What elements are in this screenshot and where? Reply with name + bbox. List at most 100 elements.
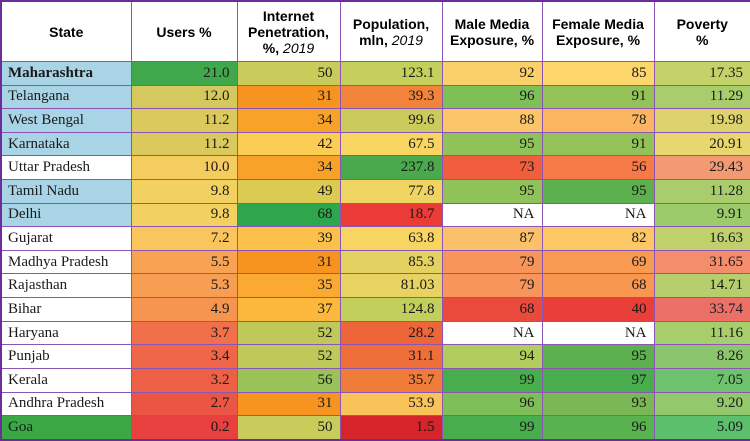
state-name-cell: Madhya Pradesh <box>0 249 132 275</box>
column-header-line: %, 2019 <box>262 39 315 56</box>
internet-penetration-cell: 31 <box>236 391 341 417</box>
column-header-internet-penetration: Internet Penetration,%, 2019 <box>236 0 341 62</box>
state-name-cell: Rajasthan <box>0 273 132 299</box>
internet-penetration-cell: 56 <box>236 367 341 393</box>
poverty-cell: 31.65 <box>653 249 750 275</box>
male-media-exposure-cell: 68 <box>441 297 543 322</box>
male-media-exposure-cell: 95 <box>441 131 543 157</box>
column-header-line: Exposure, % <box>449 31 535 48</box>
column-header-line: % <box>696 31 709 48</box>
column-header-line: Poverty <box>676 15 728 32</box>
users-cell: 7.2 <box>130 226 238 251</box>
column-header-line: Users % <box>156 23 212 40</box>
column-header-line: mln, 2019 <box>359 31 423 48</box>
users-cell: 9.8 <box>130 179 238 204</box>
table-row: Uttar Pradesh 10.0 34 237.8 73 56 29.43 <box>0 155 750 181</box>
table-row: Goa 0.2 50 1.5 99 96 5.09 <box>0 415 750 441</box>
column-header-male-media-exposure: Male Media Exposure, % <box>441 0 543 62</box>
state-name-cell: Tamil Nadu <box>0 179 132 204</box>
internet-penetration-cell: 35 <box>236 273 341 299</box>
table-row: Haryana 3.7 52 28.2 NA NA 11.16 <box>0 320 750 346</box>
population-cell: 99.6 <box>339 108 443 133</box>
users-cell: 21.0 <box>130 61 238 86</box>
population-cell: 67.5 <box>339 131 443 157</box>
users-cell: 3.7 <box>130 320 238 346</box>
male-media-exposure-cell: 92 <box>441 61 543 86</box>
header-row: State Users % Internet Penetration,%, 2019 P… <box>0 0 750 62</box>
male-media-exposure-cell: 73 <box>441 155 543 181</box>
column-header-population: Population, mln, 2019 <box>339 0 443 62</box>
table-row: Telangana 12.0 31 39.3 96 91 11.29 <box>0 84 750 110</box>
state-name-cell: Punjab <box>0 344 132 369</box>
column-header-year: 2019 <box>283 39 315 56</box>
column-header-line: Male Media <box>454 15 530 32</box>
population-cell: 81.03 <box>339 273 443 299</box>
female-media-exposure-cell: 91 <box>541 84 655 110</box>
internet-penetration-cell: 34 <box>236 155 341 181</box>
poverty-cell: 11.16 <box>653 320 750 346</box>
users-cell: 5.5 <box>130 249 238 275</box>
female-media-exposure-cell: 56 <box>541 155 655 181</box>
male-media-exposure-cell: 96 <box>441 391 543 417</box>
male-media-exposure-cell: 99 <box>441 415 543 441</box>
female-media-exposure-cell: 97 <box>541 367 655 393</box>
female-media-exposure-cell: 85 <box>541 61 655 86</box>
population-cell: 18.7 <box>339 202 443 228</box>
state-name-cell: Bihar <box>0 297 132 322</box>
table-row: Madhya Pradesh 5.5 31 85.3 79 69 31.65 <box>0 249 750 275</box>
poverty-cell: 14.71 <box>653 273 750 299</box>
female-media-exposure-cell: 93 <box>541 391 655 417</box>
male-media-exposure-cell: NA <box>441 320 543 346</box>
female-media-exposure-cell: 95 <box>541 344 655 369</box>
internet-penetration-cell: 37 <box>236 297 341 322</box>
male-media-exposure-cell: 87 <box>441 226 543 251</box>
column-header-line: Female Media <box>552 15 644 32</box>
female-media-exposure-cell: 40 <box>541 297 655 322</box>
poverty-cell: 7.05 <box>653 367 750 393</box>
population-cell: 123.1 <box>339 61 443 86</box>
internet-penetration-cell: 52 <box>236 320 341 346</box>
population-cell: 63.8 <box>339 226 443 251</box>
female-media-exposure-cell: 69 <box>541 249 655 275</box>
population-cell: 85.3 <box>339 249 443 275</box>
population-cell: 39.3 <box>339 84 443 110</box>
male-media-exposure-cell: 79 <box>441 249 543 275</box>
table-row: Andhra Pradesh 2.7 31 53.9 96 93 9.20 <box>0 391 750 417</box>
users-cell: 9.8 <box>130 202 238 228</box>
poverty-cell: 11.29 <box>653 84 750 110</box>
state-name-cell: Kerala <box>0 367 132 393</box>
column-header-year: 2019 <box>391 31 423 48</box>
poverty-cell: 5.09 <box>653 415 750 441</box>
column-header-line: Population, <box>352 15 430 32</box>
male-media-exposure-cell: NA <box>441 202 543 228</box>
poverty-cell: 19.98 <box>653 108 750 133</box>
male-media-exposure-cell: 99 <box>441 367 543 393</box>
state-name-cell: Maharashtra <box>0 61 132 86</box>
male-media-exposure-cell: 79 <box>441 273 543 299</box>
internet-penetration-cell: 50 <box>236 415 341 441</box>
state-name-cell: Andhra Pradesh <box>0 391 132 417</box>
state-name-cell: Haryana <box>0 320 132 346</box>
population-cell: 35.7 <box>339 367 443 393</box>
users-cell: 11.2 <box>130 131 238 157</box>
female-media-exposure-cell: 82 <box>541 226 655 251</box>
column-header-line: State <box>49 23 84 40</box>
users-cell: 3.2 <box>130 367 238 393</box>
poverty-cell: 17.35 <box>653 61 750 86</box>
female-media-exposure-cell: 95 <box>541 179 655 204</box>
state-name-cell: Telangana <box>0 84 132 110</box>
female-media-exposure-cell: NA <box>541 320 655 346</box>
users-cell: 11.2 <box>130 108 238 133</box>
poverty-cell: 20.91 <box>653 131 750 157</box>
column-header-state: State <box>0 0 132 62</box>
poverty-cell: 8.26 <box>653 344 750 369</box>
users-cell: 4.9 <box>130 297 238 322</box>
state-name-cell: Gujarat <box>0 226 132 251</box>
female-media-exposure-cell: 96 <box>541 415 655 441</box>
internet-penetration-cell: 52 <box>236 344 341 369</box>
users-cell: 2.7 <box>130 391 238 417</box>
state-name-cell: Goa <box>0 415 132 441</box>
male-media-exposure-cell: 94 <box>441 344 543 369</box>
internet-penetration-cell: 34 <box>236 108 341 133</box>
